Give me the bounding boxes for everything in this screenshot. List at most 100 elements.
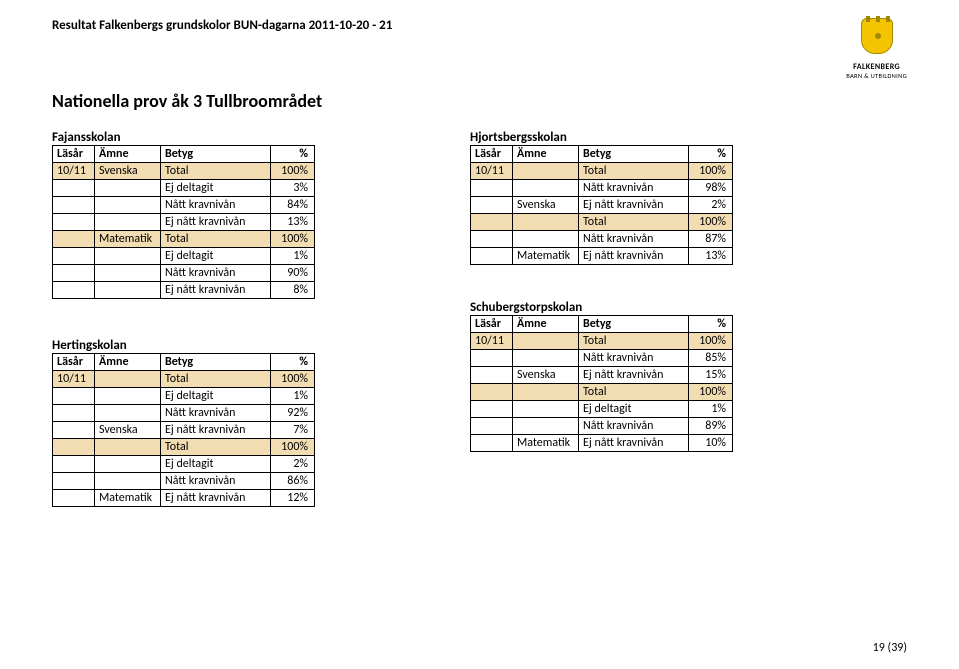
col-header-pct: %	[689, 146, 733, 163]
cell-subject	[95, 473, 161, 490]
cell-grade: Ej nått kravnivån	[161, 282, 271, 299]
cell-grade: Ej deltagit	[161, 456, 271, 473]
cell-subject	[513, 231, 579, 248]
cell-year	[471, 180, 513, 197]
col-header-subject: Ämne	[95, 354, 161, 371]
table-row: Nått kravnivån90%	[53, 265, 315, 282]
cell-year	[471, 231, 513, 248]
table-row: Ej nått kravnivån13%	[53, 214, 315, 231]
cell-pct: 1%	[689, 401, 733, 418]
cell-grade: Ej nått kravnivån	[579, 197, 689, 214]
cell-pct: 85%	[689, 350, 733, 367]
cell-grade: Total	[161, 371, 271, 388]
cell-pct: 7%	[271, 422, 315, 439]
table-row: Nått kravnivån98%	[471, 180, 733, 197]
cell-subject	[95, 282, 161, 299]
cell-subject	[95, 371, 161, 388]
table-row: Ej deltagit3%	[53, 180, 315, 197]
cell-grade: Ej deltagit	[161, 248, 271, 265]
table-row: MatematikTotal100%	[53, 231, 315, 248]
cell-subject	[513, 350, 579, 367]
cell-pct: 90%	[271, 265, 315, 282]
cell-pct: 84%	[271, 197, 315, 214]
cell-year	[53, 473, 95, 490]
col-header-year: Läsår	[471, 146, 513, 163]
table-hjortsbergsskolan: Hjortsbergsskolan LäsårÄmneBetyg%10/11To…	[470, 130, 733, 265]
table-schubergstorpskolan: Schubergstorpskolan LäsårÄmneBetyg%10/11…	[470, 300, 733, 452]
cell-grade: Ej nått kravnivån	[161, 422, 271, 439]
col-header-grade: Betyg	[161, 354, 271, 371]
cell-grade: Nått kravnivån	[579, 418, 689, 435]
cell-subject	[95, 439, 161, 456]
cell-subject	[513, 418, 579, 435]
table-row: SvenskaEj nått kravnivån7%	[53, 422, 315, 439]
cell-grade: Ej nått kravnivån	[579, 435, 689, 452]
cell-grade: Total	[579, 163, 689, 180]
table-fajansskolan: Fajansskolan LäsårÄmneBetyg%10/11Svenska…	[52, 130, 315, 299]
table-row: Ej nått kravnivån8%	[53, 282, 315, 299]
cell-pct: 86%	[271, 473, 315, 490]
cell-pct: 3%	[271, 180, 315, 197]
cell-pct: 1%	[271, 248, 315, 265]
cell-pct: 100%	[271, 231, 315, 248]
cell-grade: Nått kravnivån	[579, 231, 689, 248]
cell-pct: 12%	[271, 490, 315, 507]
cell-pct: 13%	[271, 214, 315, 231]
table-row: Nått kravnivån89%	[471, 418, 733, 435]
table-row: MatematikEj nått kravnivån10%	[471, 435, 733, 452]
cell-grade: Nått kravnivån	[161, 197, 271, 214]
table-hertingskolan: Hertingskolan LäsårÄmneBetyg%10/11Total1…	[52, 338, 315, 507]
cell-subject: Svenska	[95, 163, 161, 180]
data-table: LäsårÄmneBetyg%10/11Total100%Nått kravni…	[470, 315, 733, 452]
cell-grade: Nått kravnivån	[579, 350, 689, 367]
cell-subject: Matematik	[513, 248, 579, 265]
cell-subject: Matematik	[513, 435, 579, 452]
cell-year	[53, 490, 95, 507]
cell-subject: Matematik	[95, 490, 161, 507]
cell-pct: 10%	[689, 435, 733, 452]
table-row: 10/11Total100%	[53, 371, 315, 388]
cell-grade: Ej deltagit	[161, 180, 271, 197]
school-name-herting: Hertingskolan	[52, 338, 315, 353]
cell-year	[53, 231, 95, 248]
table-row: SvenskaEj nått kravnivån2%	[471, 197, 733, 214]
cell-subject: Svenska	[513, 367, 579, 384]
cell-pct: 92%	[271, 405, 315, 422]
cell-grade: Ej nått kravnivån	[579, 248, 689, 265]
cell-pct: 13%	[689, 248, 733, 265]
cell-grade: Total	[579, 214, 689, 231]
page-number: 19 (39)	[873, 641, 907, 655]
page-header: Resultat Falkenbergs grundskolor BUN-dag…	[52, 18, 392, 33]
cell-year	[471, 367, 513, 384]
table-row: Nått kravnivån85%	[471, 350, 733, 367]
cell-grade: Nått kravnivån	[161, 265, 271, 282]
table-row: MatematikEj nått kravnivån12%	[53, 490, 315, 507]
cell-pct: 89%	[689, 418, 733, 435]
col-header-pct: %	[271, 354, 315, 371]
table-row: Total100%	[471, 214, 733, 231]
table-row: Ej deltagit1%	[53, 248, 315, 265]
logo-area: FALKENBERG BARN & UTBILDNING	[846, 18, 907, 80]
cell-year	[53, 422, 95, 439]
cell-subject	[95, 405, 161, 422]
cell-grade: Total	[161, 231, 271, 248]
col-header-subject: Ämne	[95, 146, 161, 163]
cell-year: 10/11	[471, 333, 513, 350]
cell-pct: 15%	[689, 367, 733, 384]
table-row: MatematikEj nått kravnivån13%	[471, 248, 733, 265]
cell-pct: 100%	[689, 384, 733, 401]
cell-grade: Nått kravnivån	[579, 180, 689, 197]
col-header-year: Läsår	[471, 316, 513, 333]
cell-year	[53, 197, 95, 214]
col-header-year: Läsår	[53, 146, 95, 163]
cell-year	[471, 350, 513, 367]
col-header-year: Läsår	[53, 354, 95, 371]
cell-year	[471, 197, 513, 214]
cell-year	[471, 248, 513, 265]
col-header-pct: %	[271, 146, 315, 163]
cell-subject: Svenska	[95, 422, 161, 439]
cell-subject	[95, 248, 161, 265]
cell-pct: 2%	[689, 197, 733, 214]
cell-subject	[95, 214, 161, 231]
cell-year	[53, 388, 95, 405]
